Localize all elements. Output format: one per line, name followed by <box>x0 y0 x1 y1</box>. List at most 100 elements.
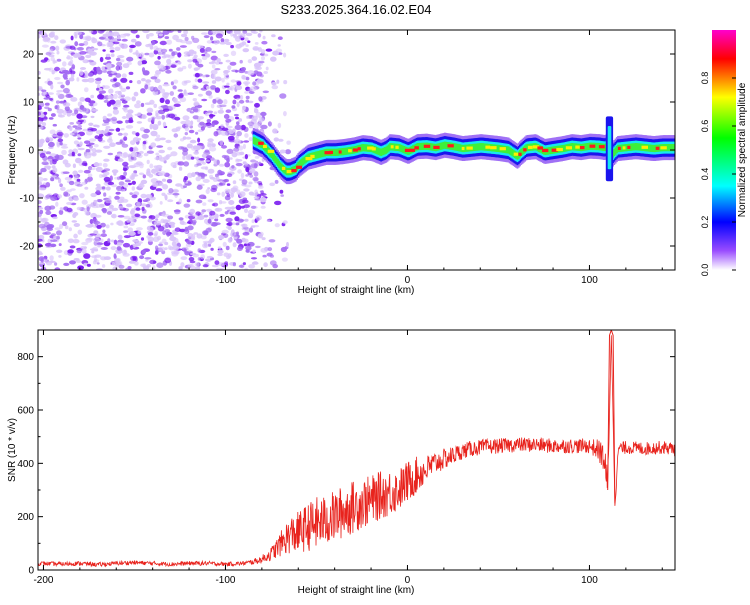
noise-speckle <box>153 49 158 55</box>
noise-speckle <box>207 143 213 148</box>
noise-speckle <box>202 202 207 206</box>
noise-speckle <box>202 264 209 268</box>
noise-speckle <box>226 125 233 129</box>
signal-band-segment <box>278 160 281 168</box>
noise-speckle <box>88 145 93 149</box>
noise-speckle <box>217 169 223 175</box>
noise-speckle <box>55 201 59 207</box>
noise-speckle <box>211 73 216 80</box>
noise-speckle <box>210 187 217 193</box>
signal-band-segment <box>635 143 637 151</box>
noise-speckle <box>119 196 125 200</box>
noise-speckle <box>219 104 227 108</box>
noise-speckle <box>84 73 89 79</box>
signal-core <box>423 144 431 148</box>
noise-speckle <box>40 167 47 173</box>
noise-speckle <box>155 78 161 83</box>
noise-speckle <box>86 206 90 212</box>
signal-band-segment <box>584 143 586 151</box>
noise-speckle <box>122 242 131 248</box>
noise-speckle <box>261 237 266 241</box>
noise-speckle <box>221 77 225 83</box>
noise-speckle <box>266 219 271 222</box>
noise-speckle <box>183 161 190 167</box>
noise-speckle <box>224 188 231 194</box>
noise-speckle <box>72 163 76 169</box>
noise-speckle <box>165 222 170 228</box>
noise-speckle <box>177 89 183 92</box>
noise-speckle <box>155 115 162 120</box>
noise-speckle <box>46 95 51 98</box>
noise-speckle <box>123 183 129 188</box>
noise-speckle <box>117 132 123 136</box>
noise-speckle <box>211 60 216 64</box>
noise-speckle <box>161 178 167 182</box>
signal-band-segment <box>651 144 654 152</box>
noise-speckle <box>59 207 64 211</box>
noise-speckle <box>283 52 287 58</box>
noise-speckle <box>177 52 182 58</box>
noise-speckle <box>194 262 200 267</box>
noise-speckle <box>52 123 57 127</box>
noise-speckle <box>86 224 94 228</box>
noise-speckle <box>95 166 103 172</box>
noise-speckle <box>39 217 43 223</box>
noise-speckle <box>105 53 111 58</box>
noise-speckle <box>112 41 120 45</box>
noise-speckle <box>271 85 279 90</box>
noise-speckle <box>55 100 60 104</box>
signal-band-segment <box>375 146 377 154</box>
signal-band-segment <box>549 146 552 155</box>
noise-speckle <box>227 65 232 71</box>
noise-speckle <box>85 54 92 59</box>
noise-speckle <box>211 80 217 84</box>
noise-speckle <box>121 73 127 79</box>
noise-speckle <box>77 124 82 128</box>
noise-speckle <box>244 162 249 166</box>
noise-speckle <box>49 243 57 248</box>
noise-speckle <box>164 257 172 264</box>
noise-speckle <box>236 130 242 137</box>
noise-speckle <box>70 188 76 191</box>
noise-speckle <box>209 210 216 216</box>
noise-speckle <box>134 41 142 47</box>
noise-speckle <box>214 76 222 82</box>
noise-speckle <box>227 221 233 227</box>
noise-speckle <box>208 239 213 244</box>
noise-speckle <box>213 39 219 45</box>
noise-speckle <box>103 256 111 260</box>
noise-speckle <box>206 255 213 259</box>
noise-speckle <box>115 127 121 132</box>
noise-speckle <box>253 107 258 111</box>
noise-speckle <box>250 30 256 34</box>
noise-speckle <box>229 211 236 215</box>
noise-speckle <box>249 86 257 92</box>
noise-speckle <box>145 197 151 202</box>
noise-speckle <box>178 228 187 233</box>
noise-speckle <box>225 118 232 123</box>
noise-speckle <box>248 191 255 196</box>
noise-speckle <box>58 255 62 258</box>
noise-speckle <box>108 88 114 94</box>
noise-speckle <box>140 193 147 199</box>
noise-speckle <box>128 222 135 226</box>
noise-speckle <box>251 261 259 265</box>
noise-speckle <box>107 94 114 100</box>
noise-speckle <box>147 232 154 236</box>
signal-core <box>551 148 558 152</box>
noise-speckle <box>72 170 78 176</box>
noise-speckle <box>91 47 99 51</box>
noise-speckle <box>221 229 229 234</box>
signal-band-segment <box>389 143 391 151</box>
noise-speckle <box>91 151 97 157</box>
noise-speckle <box>234 36 241 42</box>
signal-band-segment <box>507 146 510 154</box>
noise-speckle <box>228 200 235 205</box>
noise-speckle <box>106 211 112 215</box>
noise-speckle <box>147 236 154 242</box>
noise-speckle <box>201 56 208 61</box>
noise-speckle <box>266 252 273 257</box>
noise-speckle <box>44 221 50 228</box>
noise-speckle <box>146 264 152 268</box>
noise-speckle <box>119 85 123 89</box>
